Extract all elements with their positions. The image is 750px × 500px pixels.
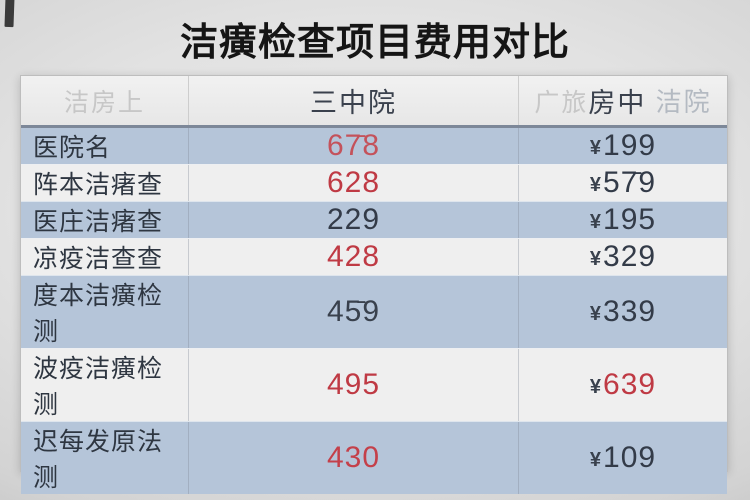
price-hospital-a: 430 (326, 441, 381, 474)
header-hospital-b-part1: 广旅 (534, 88, 589, 117)
page-title: 洁癀检查项目费用对比 (179, 22, 570, 64)
row-label: 医院名 (33, 134, 112, 162)
price-hospital-b: 57̄9 (603, 166, 657, 199)
price-hospital-b: 329 (603, 240, 657, 273)
header-item-label: 洁房上 (63, 88, 145, 117)
header-hospital-b: 广旅 房中 洁院 (519, 76, 727, 125)
row-label: 迟每发原法测 (33, 428, 164, 492)
price-hospital-a: 628 (326, 166, 381, 199)
table-header-row: 洁房上 三中院 广旅 房中 洁院 (21, 76, 727, 128)
currency-symbol: ¥ (589, 210, 602, 233)
price-hospital-b: 339 (603, 295, 657, 328)
table-row: 迟每发原法测 430 ¥109 (21, 421, 727, 494)
currency-symbol: ¥ (589, 375, 602, 398)
price-comparison-table: 洁房上 三中院 广旅 房中 洁院 医院名 67̄8 ¥199 阵本洁瘏查 628… (20, 75, 728, 494)
header-hospital-a-label: 三中院 (310, 88, 397, 118)
price-hospital-a: 229 (326, 203, 381, 236)
currency-symbol: ¥ (589, 173, 602, 196)
table-row: 医庄洁瘏查 229 ¥195 (21, 201, 727, 238)
row-label: 波疫洁癀检测 (33, 355, 164, 419)
table-row: 度本洁癀检测 45̄9 ¥339 (21, 275, 727, 348)
price-hospital-b: 195 (603, 203, 657, 236)
table-row: 波疫洁癀检测 495 ¥639 (21, 348, 727, 421)
price-hospital-b: 639 (603, 368, 657, 401)
table-row: 阵本洁瘏查 628 ¥57̄9 (21, 164, 727, 201)
price-hospital-b: 109 (603, 441, 657, 474)
row-label: 凉疫洁查查 (33, 245, 164, 273)
currency-symbol: ¥ (589, 448, 602, 471)
currency-symbol: ¥ (589, 247, 602, 270)
row-label: 度本洁癀检测 (33, 282, 164, 346)
header-hospital-b-part2: 房中 (588, 88, 647, 118)
row-label: 医庄洁瘏查 (33, 208, 164, 236)
price-hospital-a: 67̄8 (326, 129, 381, 162)
price-hospital-a: 45̄9 (326, 295, 381, 328)
currency-symbol: ¥ (589, 136, 602, 159)
row-label: 阵本洁瘏查 (33, 171, 164, 199)
price-hospital-a: 428 (326, 240, 381, 273)
price-hospital-b: 199 (603, 129, 657, 162)
header-item-column: 洁房上 (21, 76, 189, 125)
header-hospital-a: 三中院 (189, 76, 519, 125)
currency-symbol: ¥ (589, 302, 602, 325)
table-row: 凉疫洁查查 428 ¥329 (21, 238, 727, 275)
table-row: 医院名 67̄8 ¥199 (21, 128, 727, 164)
header-hospital-b-part3: 洁院 (646, 87, 712, 117)
price-hospital-a: 495 (326, 368, 381, 401)
